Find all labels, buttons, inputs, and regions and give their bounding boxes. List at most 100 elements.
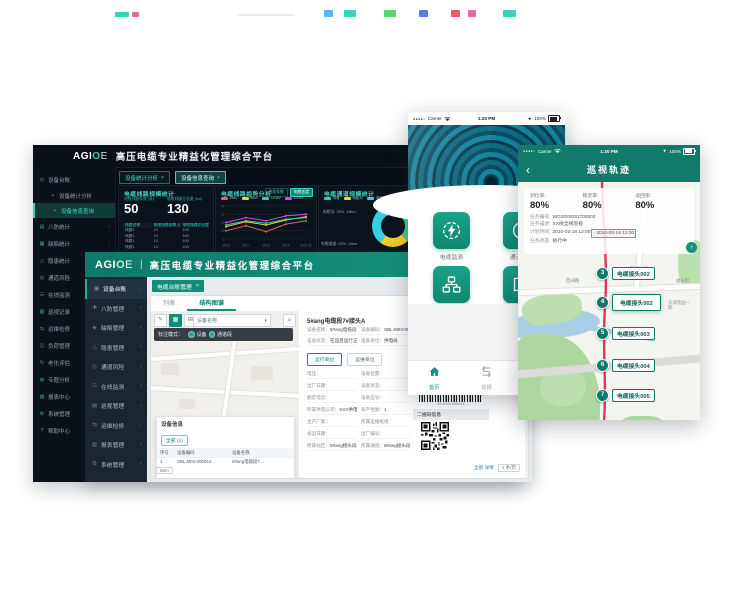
- logo-divider: |: [139, 259, 143, 270]
- menu-icon: ↻: [39, 359, 45, 366]
- dashboard-tab-设备信息查询[interactable]: 设备信息查询 ×: [174, 171, 226, 184]
- logo-a: AGI: [95, 258, 117, 271]
- table-row: 线路1 10 100: [123, 234, 209, 239]
- field-value: 5#ang接头段1#接头: [329, 443, 357, 448]
- table-cell: 1: [160, 459, 163, 464]
- detail-field: 出厂日期：: [307, 383, 357, 391]
- panel-title: 设备信息: [161, 422, 184, 428]
- metric-value: 50: [124, 201, 139, 216]
- sidebar-item-设备台账[interactable]: ◷ 设备台账: [33, 171, 115, 188]
- collapse-chevron-icon: ‹: [140, 324, 142, 331]
- filter-all-chip[interactable]: 全部 (1): [161, 435, 188, 446]
- sidebar-item-缺陷管理[interactable]: ◈ 缺陷管理 ‹: [85, 318, 147, 338]
- sidebar-item-设备统计分析[interactable]: + 设备统计分析: [33, 188, 115, 203]
- pin-number: 7: [596, 389, 609, 402]
- sidebar-item-设备台账[interactable]: ▣ 设备台账 ‹: [85, 279, 147, 299]
- map-pin-电缆接头002[interactable]: 4 电缆接头002: [596, 294, 661, 311]
- sidebar-item-设备信息查询[interactable]: + 设备信息查询: [33, 203, 115, 218]
- gis-map-panel[interactable]: ✎ ▦ ⊞ 设备名称 ▾ ⌕ 标注模式： 设备 通道段 设备信息 全部 (1) 序号 设备编…: [151, 311, 300, 478]
- table-row[interactable]: 1 SBL.M03-000044 5#ang电缆段7…: [157, 457, 294, 466]
- trend-line-chart: 0 10 20 30 40 2016 2017 2018 2019 2020 年: [218, 202, 314, 250]
- close-icon[interactable]: ×: [161, 174, 164, 181]
- decor-chip: [419, 10, 428, 17]
- chevron-right-icon: ›: [108, 240, 110, 247]
- trend-toggle-电缆条数[interactable]: 电缆条数: [264, 188, 288, 197]
- patrol-nav-bar: ‹ 巡视轨迹: [518, 157, 700, 182]
- page-size-select[interactable]: 1 条/页: [497, 464, 520, 472]
- sidebar-item-label: 运维检修: [101, 423, 125, 430]
- back-chevron-icon[interactable]: ‹: [526, 162, 530, 177]
- pager-links[interactable]: 全部 详情: [474, 465, 494, 470]
- detail-field: 所属运维班组：: [361, 419, 411, 427]
- sidebar-item-运维检修[interactable]: ⇆ 运维检修 ‹: [85, 416, 147, 436]
- sidebar-item-缺陷统计[interactable]: ▦ 缺陷统计 ›: [33, 235, 115, 252]
- map-pin-电缆接头004[interactable]: 6 电缆接头004: [596, 359, 655, 372]
- menu-icon: ⚙: [92, 461, 97, 468]
- metric-value: 80%: [530, 200, 550, 211]
- annotation-mode-bar: 标注模式： 设备 通道段: [154, 328, 293, 341]
- dashboard-tab-设备统计分析[interactable]: 设备统计分析 ×: [119, 171, 170, 184]
- sidebar-item-label: 负荷管理: [48, 343, 71, 350]
- unit-button-运行单位[interactable]: 运行单位: [307, 353, 343, 366]
- unit-button-运维单位[interactable]: 运维单位: [347, 353, 383, 366]
- map-pin-电缆接头002[interactable]: 3 电缆接头002: [596, 267, 655, 280]
- sidebar-item-label: 通道风险: [101, 365, 125, 372]
- menu-icon: ▤: [39, 223, 45, 230]
- legend-swatch: [366, 197, 374, 200]
- table-cell: 100: [182, 244, 189, 249]
- sidebar-item-隐患管理[interactable]: △ 隐患管理 ‹: [85, 338, 147, 358]
- sidebar-item-label: 通道风险: [48, 275, 71, 282]
- mode-radio-设备[interactable]: 设备: [188, 331, 207, 338]
- field-value: 5#ang电缆段7#接头A: [329, 327, 357, 332]
- sidebar-item-通道风险[interactable]: ◎ 通道风险 ‹: [85, 357, 147, 377]
- mode-radio-通道段[interactable]: 通道段: [208, 331, 232, 338]
- field-value: XXX供电公司: [339, 407, 357, 412]
- sidebar-item-系统管理[interactable]: ⚙ 系统管理 ‹: [85, 455, 147, 475]
- field-label: 生产厂家：: [307, 419, 330, 424]
- patrol-task-fields: 任务编号: WG2020031700003 任务描述: XX线全线巡视 计划时间: 201…: [530, 214, 688, 246]
- field-value: 在运且运行正常: [329, 338, 357, 343]
- view-tab-列表[interactable]: 列表: [163, 300, 176, 307]
- metric-line-length: 电缆线路总长度 (km) 130: [167, 197, 211, 216]
- app-button-电缆监测[interactable]: 电缆监测: [429, 212, 475, 261]
- pan-right-button[interactable]: ›: [686, 242, 697, 253]
- trend-toggle-电缆长度[interactable]: 电缆长度: [289, 188, 313, 197]
- tab-首页[interactable]: 首页: [408, 361, 460, 395]
- tab-巡视[interactable]: 巡视: [460, 361, 512, 395]
- field-value: 2010-03-18 12:00: [552, 229, 591, 235]
- close-icon[interactable]: ×: [195, 283, 200, 289]
- search-icon[interactable]: ⌕: [283, 314, 296, 327]
- plus-icon: +: [51, 192, 55, 199]
- search-glyph: ⌕: [287, 317, 292, 324]
- patrol-map[interactable]: 西洲路 福东街 中新大道东 东湖大郡 东湖花园一期 到位率:80%锁定率:80%…: [518, 182, 700, 420]
- legend-item: 220kV: [284, 196, 304, 200]
- edit-icon[interactable]: ✎: [154, 314, 167, 327]
- sidebar-item-八防统计[interactable]: ▤ 八防统计 ›: [33, 218, 115, 235]
- tab-cable-ledger[interactable]: 电缆台账管理 ×: [152, 280, 205, 292]
- sidebar-item-报表管理[interactable]: ▥ 报表管理 ‹: [85, 435, 147, 455]
- menu-icon: ✚: [92, 305, 97, 312]
- svg-text:10: 10: [221, 229, 225, 233]
- close-icon[interactable]: ×: [216, 174, 220, 181]
- decor-chip: [468, 10, 476, 17]
- status-right-cluster: ➤ 100%: [662, 147, 696, 155]
- sidebar-item-在线监测[interactable]: ☷ 在线监测 ‹: [85, 377, 147, 397]
- grid-icon[interactable]: ▦: [169, 314, 182, 327]
- svg-text:20: 20: [221, 221, 225, 225]
- sidebar-item-八防管理[interactable]: ✚ 八防管理 ‹: [85, 299, 147, 319]
- road-label: 西洲路: [566, 278, 580, 283]
- map-pin-电缆接头003[interactable]: 5 电缆接头003: [596, 327, 655, 340]
- device-type-select[interactable]: 设备名称 ▾: [193, 314, 271, 327]
- estate-label: 东湖花园一期: [668, 300, 690, 310]
- svg-text:0: 0: [223, 237, 225, 241]
- detail-title: 5#ang电缆段7#接头A: [307, 319, 366, 325]
- sidebar-item-巡视管理[interactable]: ▤ 巡视管理 ‹: [85, 396, 147, 416]
- view-tab-结构图谱[interactable]: 结构图谱: [187, 296, 237, 311]
- pin-label: 电缆接头004: [612, 359, 655, 372]
- chevron-right-icon: ›: [108, 223, 110, 230]
- legend-swatch: [324, 197, 331, 200]
- detail-top-fields: 设备名称：5#ang电缆段7#接头A 设备编码：SBL.M03-000044 设备状…: [307, 327, 411, 346]
- map-pin-电缆接头005[interactable]: 7 电缆接头005: [596, 389, 655, 402]
- pager[interactable]: 全部 详情 1 条/页: [474, 464, 520, 472]
